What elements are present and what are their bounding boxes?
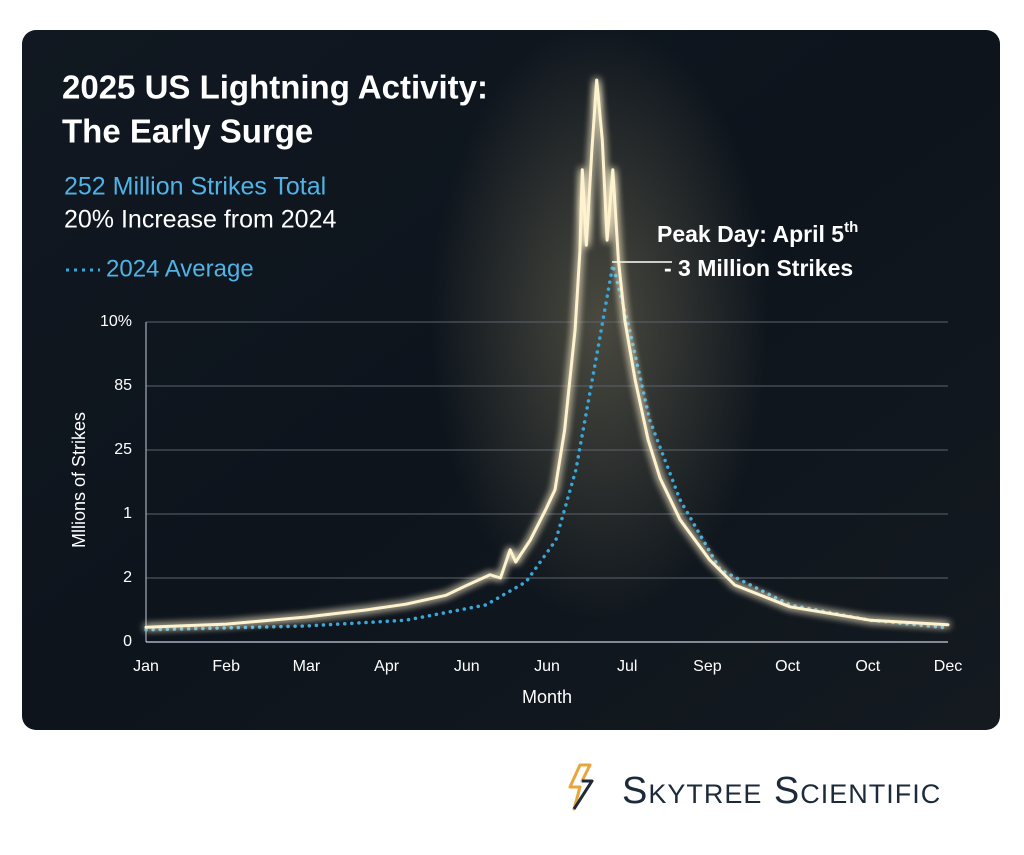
y-tick-label: 25 bbox=[114, 441, 132, 458]
brand-logo bbox=[568, 763, 594, 811]
legend-label: 2024 Average bbox=[106, 255, 254, 282]
x-tick-label: Oct bbox=[855, 658, 880, 675]
x-tick-label: Feb bbox=[212, 658, 240, 675]
data-line bbox=[144, 78, 950, 629]
x-tick-label: Jul bbox=[617, 658, 637, 675]
annotation: Peak Day: April 5th bbox=[657, 219, 858, 247]
annotation: - 3 Million Strikes bbox=[664, 255, 853, 281]
x-axis-label: Month bbox=[522, 687, 572, 707]
subtitle: 20% Increase from 2024 bbox=[64, 206, 336, 234]
chart-title: The Early Surge bbox=[62, 113, 313, 150]
annotation-sup: th bbox=[844, 219, 858, 236]
x-tick-label: Oct bbox=[775, 658, 800, 675]
subtitle: 252 Million Strikes Total bbox=[64, 173, 326, 201]
y-tick-label: 2 bbox=[123, 569, 132, 586]
x-tick-label: Jun bbox=[454, 658, 480, 675]
y-tick-label: 1 bbox=[123, 505, 132, 522]
x-tick-label: Jan bbox=[133, 658, 159, 675]
x-tick-label: Apr bbox=[374, 658, 400, 675]
axes: 0 2 1 25 85 10% Jan Feb Mar Apr Jun Jun Jul Sep Oct Oct… bbox=[100, 313, 962, 675]
x-tick-label: Sep bbox=[693, 658, 722, 675]
x-tick-label: Jun bbox=[534, 658, 560, 675]
y-tick-label: 10% bbox=[100, 313, 132, 330]
x-tick-label: Mar bbox=[293, 658, 321, 675]
glow-halo bbox=[430, 20, 770, 620]
annotation-text: Peak Day: April 5 bbox=[657, 221, 844, 247]
x-tick-label: Dec bbox=[934, 658, 962, 675]
brand-name: Skytree Scientific bbox=[622, 770, 941, 812]
data-line bbox=[144, 263, 950, 632]
y-axis-label: Mllions of Strikes bbox=[69, 412, 89, 548]
y-tick-label: 0 bbox=[123, 633, 132, 650]
chart-title: 2025 US Lightning Activity: bbox=[62, 69, 488, 106]
y-tick-label: 85 bbox=[114, 377, 132, 394]
logo-bolt bbox=[572, 779, 594, 810]
